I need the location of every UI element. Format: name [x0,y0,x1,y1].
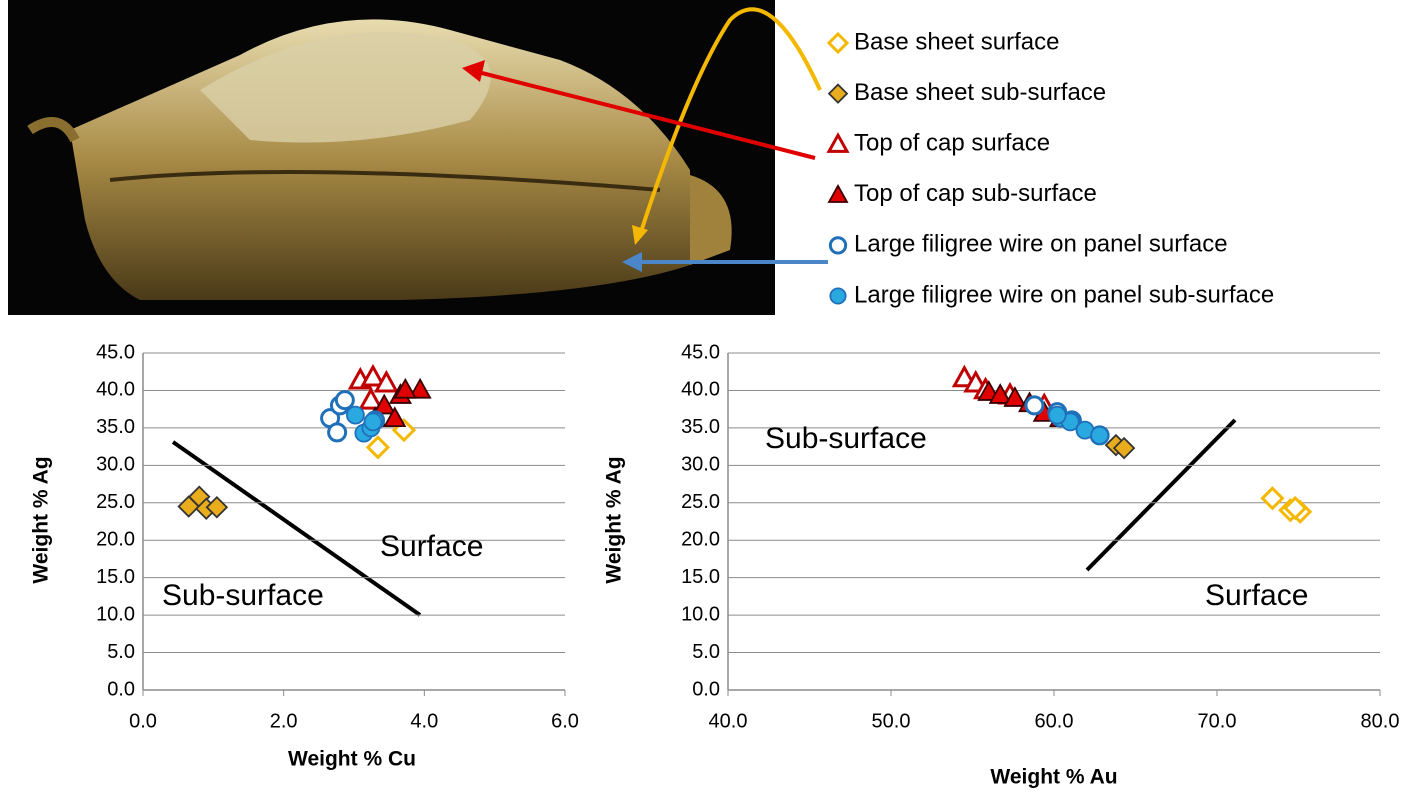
x-axis-title: Weight % Au [990,766,1117,789]
x-tick-label: 40.0 [709,710,748,732]
x-tick-label: 70.0 [1198,710,1237,732]
y-tick-label: 15.0 [96,566,135,588]
y-tick-label: 45.0 [96,341,135,363]
legend-label: Base sheet sub-surface [854,79,1106,106]
y-tick-label: 10.0 [681,603,720,625]
x-tick-label: 80.0 [1361,710,1400,732]
y-tick-label: 20.0 [681,529,720,551]
legend-marker [830,238,845,253]
point [347,407,364,424]
legend-label: Large filigree wire on panel sub-surface [854,281,1274,308]
y-tick-label: 25.0 [96,491,135,513]
y-tick-label: 20.0 [96,529,135,551]
y-tick-label: 40.0 [96,379,135,401]
point [364,413,381,430]
y-tick-label: 5.0 [107,641,135,663]
y-tick-label: 25.0 [681,491,720,513]
y-tick-label: 45.0 [681,341,720,363]
legend-label: Large filigree wire on panel surface [854,231,1228,258]
x-tick-label: 4.0 [410,710,438,732]
y-tick-label: 0.0 [692,678,720,700]
y-tick-label: 40.0 [681,379,720,401]
photo [8,0,775,315]
annotation: Surface [380,530,483,563]
y-tick-label: 10.0 [96,603,135,625]
x-axis-title: Weight % Cu [288,748,416,771]
y-tick-label: 5.0 [692,641,720,663]
point [368,437,388,457]
x-tick-label: 0.0 [129,710,157,732]
legend-label: Base sheet surface [854,28,1059,55]
y-axis-title: Weight % Ag [603,456,626,583]
point [1262,488,1282,508]
x-tick-label: 6.0 [551,710,579,732]
point [1049,407,1066,424]
x-tick-label: 2.0 [270,710,298,732]
y-tick-label: 0.0 [107,678,135,700]
y-tick-label: 30.0 [681,454,720,476]
legend-marker [829,186,847,202]
figure: 0.0 5.0 10.0 15.0 20.0 25.0 30.0 35.0 40.0 45.0 0.… [0,0,1411,793]
y-tick-label: 35.0 [96,416,135,438]
point [1091,427,1108,444]
legend-marker [829,135,847,151]
y-tick-label: 35.0 [681,416,720,438]
legend-label: Top of cap surface [854,130,1050,157]
legend-marker [829,34,847,52]
legend-marker [830,288,845,303]
point [1026,397,1043,414]
y-tick-label: 30.0 [96,454,135,476]
legend-marker [829,85,847,103]
x-tick-label: 60.0 [1035,710,1074,732]
annotation: Surface [1205,579,1308,612]
point [336,392,353,409]
annotation: Sub-surface [162,579,324,612]
point [329,424,346,441]
annotation: Sub-surface [765,422,927,455]
y-tick-label: 15.0 [681,566,720,588]
x-tick-label: 50.0 [872,710,911,732]
y-axis-title: Weight % Ag [30,456,53,583]
legend-label: Top of cap sub-surface [854,180,1097,207]
